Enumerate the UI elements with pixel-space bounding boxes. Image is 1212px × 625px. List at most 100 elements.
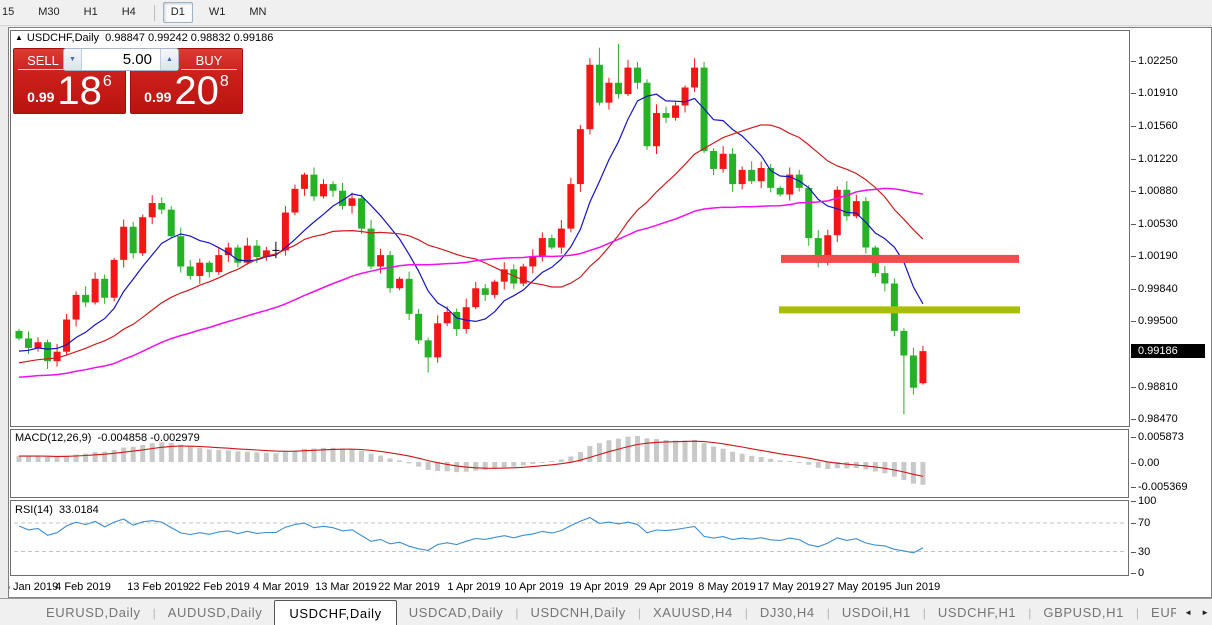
macd-histogram-bar [102,451,108,462]
tab-scroll-left-icon[interactable]: ◄ [1184,608,1193,617]
candle-body [148,203,156,218]
chart-title: ▲ USDCHF,Daily 0.98847 0.99242 0.98832 0.… [15,32,273,44]
candle-body [614,82,622,95]
buy-price-prefix: 0.99 [144,89,172,105]
date-label: 4 Mar 2019 [253,581,309,593]
tab-separator: | [1028,605,1032,620]
macd-histogram-bar [282,452,288,462]
date-label: 4 Feb 2019 [55,581,111,593]
macd-histogram-bar [263,452,269,462]
macd-signal-line [19,440,924,477]
timeframe-toolbar: 15 M30 H1 H4 D1 W1 MN [0,0,1212,26]
tab-scroll-right-icon[interactable]: ► [1201,608,1209,617]
macd-histogram-bar [596,443,602,462]
collapse-triangle-icon[interactable]: ▲ [15,33,23,42]
candle-body [757,167,765,182]
tab-usdcnh-daily[interactable]: USDCNH,Daily [530,605,626,620]
timeframe-d1[interactable]: D1 [162,2,193,23]
volume-increase-button[interactable]: ▲ [160,49,178,70]
macd-histogram-bar [711,446,717,462]
candle-body [919,351,927,384]
tab-gbpusd-h1[interactable]: GBPUSD,H1 [1043,605,1124,620]
candle-body [25,338,33,348]
candle-body [729,153,737,185]
candle-body [462,307,470,329]
price-axis-label: 1.00190 [1131,250,1178,263]
rsi-pane-border [10,500,1129,576]
candle-body [548,238,556,248]
macd-histogram-bar [482,462,488,470]
macd-histogram-bar [340,448,346,462]
volume-decrease-button[interactable]: ▼ [64,49,82,70]
candle-body [424,340,432,358]
macd-indicator-pane[interactable] [10,429,1129,498]
date-label: 13 Mar 2019 [315,581,377,593]
candle-body [53,351,61,362]
macd-histogram-bar [825,462,831,470]
timeframe-h1[interactable]: H1 [83,6,98,18]
support-band [779,306,1020,314]
buy-button[interactable]: BUY [181,52,237,70]
timeframe-mn[interactable]: MN [249,6,267,18]
buy-price-button[interactable]: 0.99 20 8 [131,69,242,111]
buy-panel: BUY 0.99 20 8 [130,48,243,114]
tab-usdoil-h1[interactable]: USDOil,H1 [841,605,911,620]
volume-input[interactable] [82,49,160,70]
candle-body [234,247,242,263]
tab-xauusd-h4[interactable]: XAUUSD,H4 [652,605,733,620]
macd-histogram-bar [634,436,640,462]
rsi-line [18,516,924,554]
rsi-indicator-pane[interactable] [10,500,1129,576]
candle-body [662,113,670,118]
macd-histogram-bar [178,444,184,462]
candle-body [776,187,784,195]
chart-window: ▲ USDCHF,Daily 0.98847 0.99242 0.98832 0.… [8,27,1212,598]
macd-axis-label: 0.00 [1130,457,1160,469]
candle-body [396,278,404,289]
price-chart-pane[interactable] [10,30,1130,427]
macd-histogram-bar [64,456,70,462]
macd-histogram-bar [197,447,203,462]
macd-histogram-bar [511,462,517,467]
macd-histogram-bar [720,448,726,462]
date-label: 5 Jun 2019 [885,581,941,593]
timeframe-h4[interactable]: H4 [121,6,136,18]
tab-audusd-daily[interactable]: AUDUSD,Daily [167,605,263,620]
candle-body [748,169,756,182]
tab-eurusd-h1[interactable]: EURUSD,H1 [1151,605,1176,620]
tab-dj30-h4[interactable]: DJ30,H4 [759,605,815,620]
candle-body [672,105,680,118]
candle-body [91,278,99,303]
timeframe-15[interactable]: 15 [2,6,15,18]
macd-histogram-bar [292,450,298,462]
macd-histogram-bar [54,457,60,462]
macd-histogram-bar [568,456,574,462]
macd-histogram-bar [320,447,326,462]
candle-body [719,153,727,169]
macd-histogram-bar [701,443,707,462]
candle-body [196,262,204,276]
rsi-axis-label: 0 [1130,567,1145,579]
candle-body [101,278,109,298]
macd-histogram-bar [492,462,498,469]
macd-histogram-bar [168,442,174,462]
candle-body [415,313,423,341]
timeframe-w1[interactable]: W1 [208,6,226,18]
sell-button[interactable]: SELL [18,52,68,70]
macd-histogram-bar [140,444,146,462]
candle-body [253,245,261,258]
tab-usdcad-daily[interactable]: USDCAD,Daily [408,605,504,620]
price-axis-label: 0.98470 [1131,412,1178,425]
timeframe-m30[interactable]: M30 [38,6,60,18]
macd-histogram-bar [682,440,688,462]
macd-pane-border [10,429,1129,498]
candle-body [862,201,870,248]
tab-eurusd-daily[interactable]: EURUSD,Daily [46,605,141,620]
tab-usdchf-daily[interactable]: USDCHF,Daily [274,600,397,625]
buy-price-pip: 8 [219,73,229,90]
tab-usdchf-h1[interactable]: USDCHF,H1 [937,605,1017,620]
candle-body [586,64,594,130]
macd-histogram-bar [520,462,526,466]
sell-price-button[interactable]: 0.99 18 6 [14,69,125,111]
macd-histogram-bar [663,440,669,462]
